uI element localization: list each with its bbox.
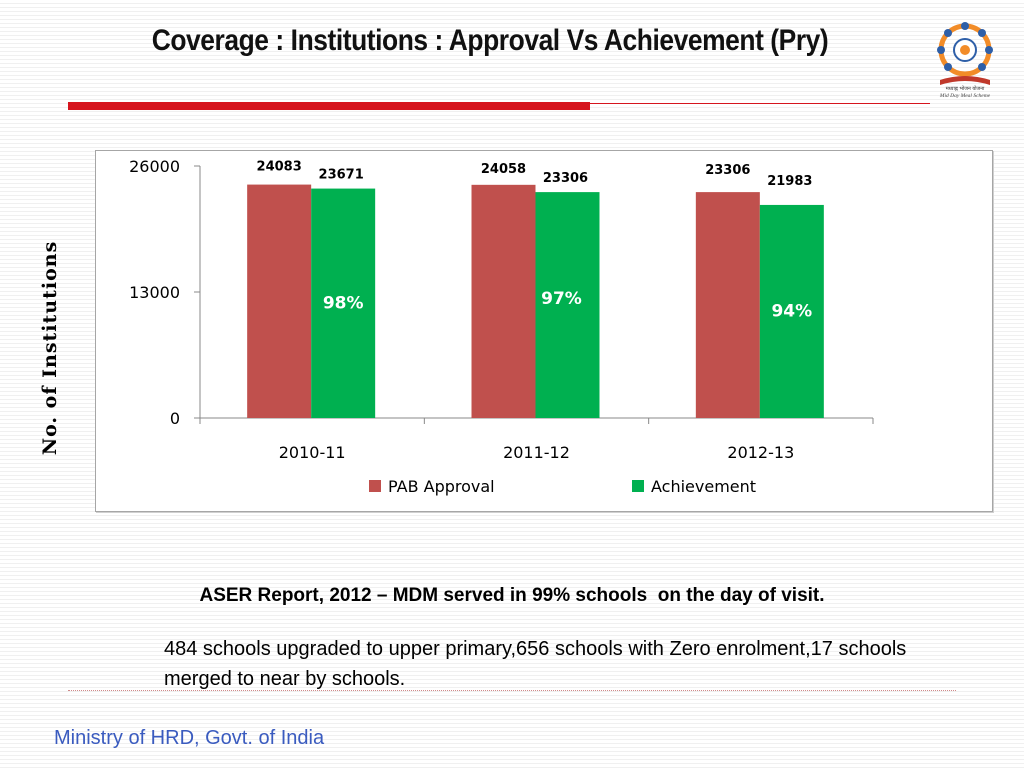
y-tick-label: 13000 xyxy=(129,283,180,302)
y-tick-label: 0 xyxy=(170,409,180,428)
x-category-label: 2011-12 xyxy=(503,443,570,462)
bar-achievement-2011-12 xyxy=(535,192,600,418)
title-underline-line xyxy=(590,103,930,104)
data-label-achievement: 23671 xyxy=(319,168,364,183)
slide-title: Coverage : Institutions : Approval Vs Ac… xyxy=(151,24,829,57)
x-category-label: 2012-13 xyxy=(727,443,794,462)
achievement-percent-label: 97% xyxy=(541,289,582,309)
logo-book xyxy=(940,76,990,85)
x-category-label: 2010-11 xyxy=(279,443,346,462)
legend-label-pab-approval: PAB Approval xyxy=(388,477,495,496)
data-label-achievement: 23306 xyxy=(543,171,588,186)
bar-achievement-2010-11 xyxy=(311,188,376,418)
legend-label-achievement: Achievement xyxy=(651,477,756,496)
mid-day-meal-logo xyxy=(937,22,993,85)
achievement-percent-label: 94% xyxy=(771,302,812,322)
bar-pab-approval-2010-11 xyxy=(247,184,312,418)
bar-pab-approval-2012-13 xyxy=(695,192,760,418)
y-tick-label: 26000 xyxy=(129,157,180,176)
schools-detail-note: 484 schools upgraded to upper primary,65… xyxy=(164,638,907,690)
data-label-pab-approval: 24083 xyxy=(257,160,302,175)
footer-separator xyxy=(68,690,956,691)
logo-hindi-text: मध्याह्न भोजन योजना xyxy=(945,86,985,92)
bar-pab-approval-2011-12 xyxy=(471,184,536,418)
legend-swatch-pab-approval xyxy=(369,480,381,492)
data-label-achievement: 21983 xyxy=(767,174,812,189)
footer-ministry: Ministry of HRD, Govt. of India xyxy=(54,727,325,749)
aser-report-note: ASER Report, 2012 – MDM served in 99% sc… xyxy=(199,585,825,606)
logo-figures-ring xyxy=(937,22,993,77)
data-label-pab-approval: 24058 xyxy=(481,162,526,177)
achievement-percent-label: 98% xyxy=(323,293,364,313)
logo-english-text: Mid Day Meal Scheme xyxy=(939,93,991,99)
bar-achievement-2012-13 xyxy=(759,204,824,418)
legend-swatch-achievement xyxy=(632,480,644,492)
title-underline-bar xyxy=(68,102,590,110)
data-label-pab-approval: 23306 xyxy=(705,163,750,178)
